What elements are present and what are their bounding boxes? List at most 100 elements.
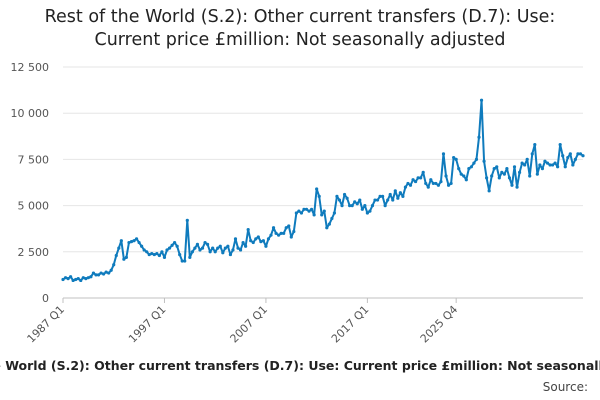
data-point bbox=[375, 198, 380, 202]
data-point bbox=[441, 152, 446, 156]
y-tick-label: 0 bbox=[42, 292, 49, 305]
data-point bbox=[269, 233, 273, 237]
data-point bbox=[495, 165, 499, 169]
data-point bbox=[578, 152, 583, 156]
data-point bbox=[332, 211, 337, 215]
data-point bbox=[507, 176, 512, 180]
x-tick-label: 2007 Q1 bbox=[228, 303, 271, 346]
data-point bbox=[340, 204, 344, 208]
data-point bbox=[535, 172, 539, 176]
data-point bbox=[373, 198, 377, 202]
data-point bbox=[114, 253, 118, 258]
data-point bbox=[190, 250, 194, 254]
data-point bbox=[454, 157, 458, 161]
data-point bbox=[205, 242, 210, 247]
data-point bbox=[487, 189, 491, 193]
data-point bbox=[183, 259, 187, 263]
data-point bbox=[464, 178, 468, 182]
data-point bbox=[543, 159, 547, 163]
y-tick-label: 10 000 bbox=[11, 107, 50, 120]
data-point bbox=[345, 196, 349, 200]
data-point bbox=[457, 167, 461, 171]
data-point bbox=[558, 143, 562, 147]
data-point bbox=[520, 161, 524, 165]
data-point bbox=[416, 176, 420, 180]
data-point bbox=[573, 157, 577, 161]
data-point bbox=[287, 224, 291, 228]
data-point bbox=[203, 240, 207, 245]
data-point bbox=[129, 240, 134, 244]
data-point bbox=[383, 204, 387, 208]
data-point bbox=[360, 207, 364, 211]
data-point bbox=[403, 185, 408, 189]
data-point bbox=[337, 198, 342, 202]
data-point bbox=[317, 194, 321, 198]
data-point bbox=[266, 237, 271, 241]
data-point bbox=[482, 159, 486, 163]
data-point bbox=[124, 255, 129, 259]
data-point bbox=[244, 244, 248, 248]
data-point bbox=[96, 273, 101, 277]
data-point bbox=[165, 248, 169, 252]
data-point bbox=[490, 174, 494, 178]
data-point bbox=[523, 163, 527, 167]
data-point bbox=[122, 257, 126, 261]
data-point bbox=[63, 276, 68, 280]
data-point bbox=[510, 183, 514, 187]
data-point bbox=[530, 152, 534, 156]
data-point bbox=[472, 161, 476, 165]
data-point bbox=[193, 246, 197, 250]
data-point bbox=[391, 198, 395, 202]
data-point bbox=[348, 204, 352, 208]
data-point bbox=[228, 252, 233, 257]
data-point bbox=[330, 216, 334, 221]
data-point bbox=[259, 240, 263, 244]
data-point bbox=[398, 191, 402, 195]
data-point bbox=[550, 163, 555, 167]
data-point bbox=[479, 98, 484, 102]
data-point bbox=[368, 209, 372, 213]
data-point bbox=[91, 271, 96, 275]
data-point bbox=[446, 183, 451, 187]
data-point bbox=[322, 209, 326, 213]
data-point bbox=[545, 161, 550, 165]
data-point bbox=[119, 239, 123, 243]
data-point bbox=[571, 163, 575, 167]
data-point bbox=[66, 276, 70, 281]
data-point bbox=[315, 187, 319, 191]
data-point bbox=[358, 198, 362, 202]
data-point bbox=[512, 165, 517, 169]
data-point bbox=[99, 271, 103, 275]
data-point bbox=[79, 278, 83, 283]
data-point bbox=[271, 226, 276, 230]
data-point bbox=[109, 268, 113, 272]
data-point bbox=[459, 172, 463, 176]
x-tick-label: 1997 Q1 bbox=[126, 303, 169, 346]
data-point bbox=[353, 200, 357, 204]
data-point bbox=[452, 155, 456, 160]
data-point bbox=[548, 163, 552, 167]
data-point bbox=[256, 235, 260, 239]
series-line bbox=[62, 99, 584, 282]
data-point bbox=[462, 174, 466, 178]
data-point bbox=[76, 276, 80, 281]
chart-title-line-2: Current price £million: Not seasonally a… bbox=[94, 30, 506, 50]
data-point bbox=[216, 246, 220, 250]
data-point bbox=[365, 211, 369, 215]
data-point bbox=[137, 240, 141, 245]
data-point bbox=[208, 250, 212, 254]
data-point bbox=[485, 176, 489, 180]
data-point bbox=[167, 246, 172, 250]
y-tick-label: 5 000 bbox=[18, 200, 50, 213]
data-point bbox=[408, 183, 413, 187]
data-point bbox=[528, 174, 532, 178]
data-point bbox=[195, 242, 200, 247]
data-point bbox=[297, 209, 301, 213]
data-point bbox=[431, 181, 435, 186]
data-point bbox=[556, 165, 560, 169]
data-point bbox=[320, 213, 324, 217]
data-point bbox=[299, 211, 304, 215]
data-point bbox=[81, 276, 85, 280]
data-point bbox=[467, 167, 471, 171]
